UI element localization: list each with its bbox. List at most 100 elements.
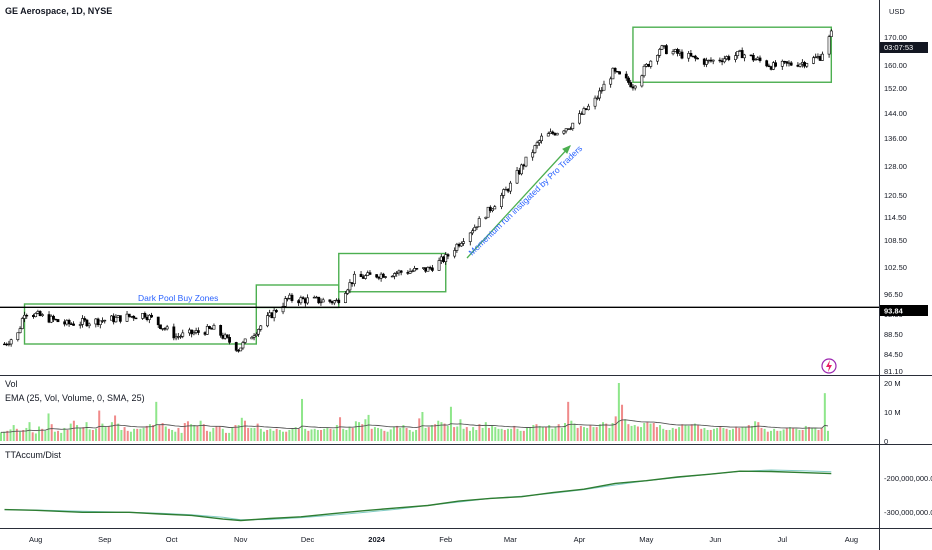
volume-bar [662,428,665,441]
candle-body [16,332,20,341]
volume-bar [456,426,459,441]
candle-body [317,296,321,304]
volume-bar [605,423,608,441]
volume-bar [205,430,208,441]
candle-body [408,271,412,274]
candle [118,315,122,324]
volume-bar [158,425,161,441]
candle-body [306,297,309,304]
candle [780,59,784,70]
volume-bar [440,422,443,441]
candle-body [225,334,229,338]
candle-body [711,59,715,62]
volume-bar [392,426,395,441]
candle-body [134,317,138,320]
candle [580,111,584,115]
candle-body [379,273,383,279]
candle [112,313,116,325]
candle [442,255,445,264]
candle-body [208,326,211,329]
candle-body [266,315,269,327]
candle [566,128,570,130]
candle [270,312,274,319]
candle [18,326,22,334]
candle-body [78,324,82,326]
candle [627,76,630,85]
candle-body [395,272,399,274]
candle [266,312,269,328]
candle-body [156,316,160,326]
volume-bar [684,425,687,441]
level-price-label: 93.84 [884,307,904,316]
volume-bar [484,422,487,441]
volume-bar [177,427,180,441]
candle-body [805,63,809,67]
candle [69,322,73,325]
candle-body [348,282,352,291]
candle-body [678,51,682,54]
candle-body [649,60,653,67]
candle-body [205,326,209,335]
candle [680,49,684,60]
candle [78,321,82,329]
volume-bar [659,425,662,441]
candle [254,332,258,337]
candle [457,242,461,248]
candle [618,71,621,75]
volume-bar [161,423,164,441]
volume-bar [804,425,807,441]
candle-body [803,62,806,67]
candle-body [366,272,370,276]
candle [379,272,383,282]
volume-bar [250,427,253,441]
candle [384,276,387,279]
time-label: Dec [301,535,315,544]
volume-bar [468,430,471,441]
time-label: Feb [439,535,452,544]
volume-bar [643,423,646,441]
volume-bar [212,427,215,441]
candle-body [664,45,668,55]
candle-body [829,30,833,37]
price-tick: 128.00 [884,162,907,171]
candle-body [5,343,9,346]
candle [660,44,664,50]
candle-body [756,57,760,60]
candle-body [290,294,294,301]
candle-body [410,270,414,273]
candle [564,128,568,134]
candle [488,205,492,213]
candle [517,167,521,175]
candle [444,251,448,265]
candle-body [181,332,185,337]
candle [297,299,301,306]
candle-body [508,182,512,192]
volume-pane-title: Vol [5,379,18,389]
candle-body [254,333,258,337]
candle [711,59,715,65]
candle-body [820,53,824,61]
candle-body [114,317,118,323]
currency-label: USD [889,7,905,16]
candle [722,55,726,64]
candle-body [437,260,441,271]
candle-body [9,339,13,345]
lightning-icon[interactable] [821,358,837,374]
volume-bar [133,428,136,441]
candle [147,313,151,324]
candle [455,242,459,253]
volume-bar [541,426,544,441]
candle [816,53,820,60]
candle-body [582,108,586,115]
candle-body [691,55,695,58]
volume-bar [107,425,110,441]
candle [63,319,67,327]
candle [234,341,238,353]
candle [789,60,793,67]
candle [756,56,760,61]
candle-body [500,195,503,207]
candle [718,57,722,63]
candle [221,332,225,340]
volume-bar [564,423,567,441]
volume-bar [174,431,177,441]
